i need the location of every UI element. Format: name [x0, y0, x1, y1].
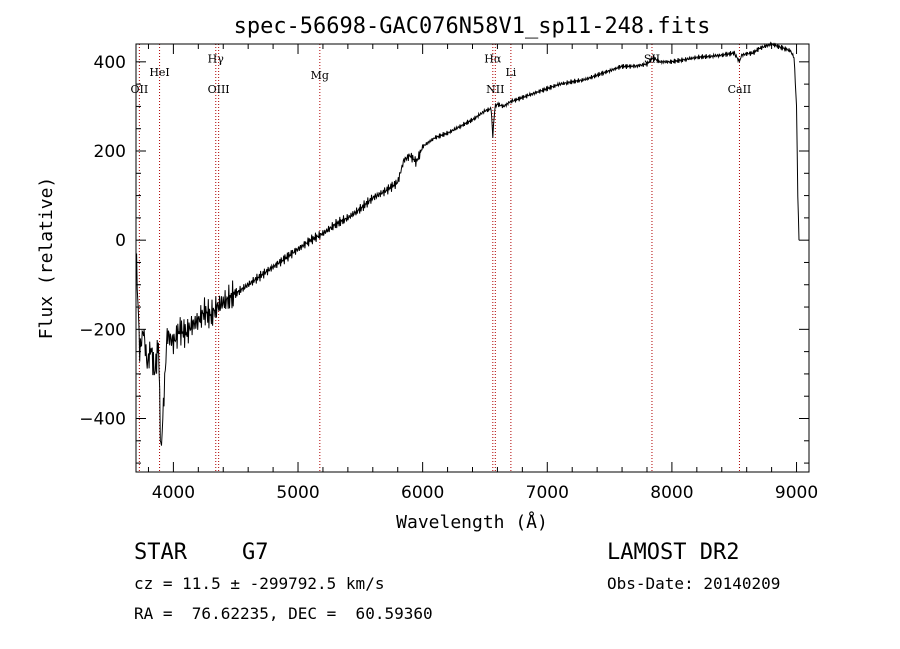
x-tick-label: 7000 — [526, 483, 569, 503]
redshift-readout: cz = 11.5 ± -299792.5 km/s — [134, 574, 385, 593]
line-marker-label: CaII — [728, 83, 752, 96]
y-tick-label: 0 — [115, 231, 126, 251]
plot-frame — [135, 43, 810, 473]
axis-tick-labels: 4000 5000 6000 7000 8000 9000 −400 −200 0 200 400 — [79, 53, 818, 503]
coordinates-readout: RA = 76.62235, DEC = 60.59360 — [134, 604, 433, 623]
y-tick-label: 200 — [94, 142, 126, 162]
spectrum-line-0 — [135, 41, 800, 446]
x-axis-label: Wavelength (Å) — [396, 511, 548, 533]
y-tick-label: 400 — [94, 53, 126, 73]
line-marker-label: OII — [131, 83, 149, 96]
axis-ticks — [136, 44, 809, 472]
line-marker-label: OIII — [208, 83, 230, 96]
survey-name: LAMOST DR2 — [607, 540, 740, 565]
y-tick-label: −400 — [79, 410, 126, 430]
line-marker-label: Mg — [311, 69, 329, 82]
chart-title: spec-56698-GAC076N58V1_sp11-248.fits — [234, 14, 711, 39]
spectrum-series — [135, 41, 800, 446]
y-axis-label: Flux (relative) — [36, 177, 57, 340]
line-marker-label: Li — [505, 66, 516, 79]
x-tick-label: 8000 — [650, 483, 693, 503]
y-tick-label: −200 — [79, 320, 126, 340]
object-class: STAR — [134, 540, 187, 565]
object-subclass: G7 — [242, 540, 269, 565]
line-marker-label: NII — [486, 83, 504, 96]
x-tick-label: 9000 — [775, 483, 818, 503]
line-marker-label: Hα — [484, 53, 502, 66]
line-marker-label: HeI — [149, 66, 169, 79]
x-tick-label: 5000 — [276, 483, 319, 503]
observation-date: Obs-Date: 20140209 — [607, 574, 781, 593]
line-marker-label: Hγ — [208, 53, 225, 66]
x-tick-label: 6000 — [401, 483, 444, 503]
x-tick-label: 4000 — [152, 483, 195, 503]
